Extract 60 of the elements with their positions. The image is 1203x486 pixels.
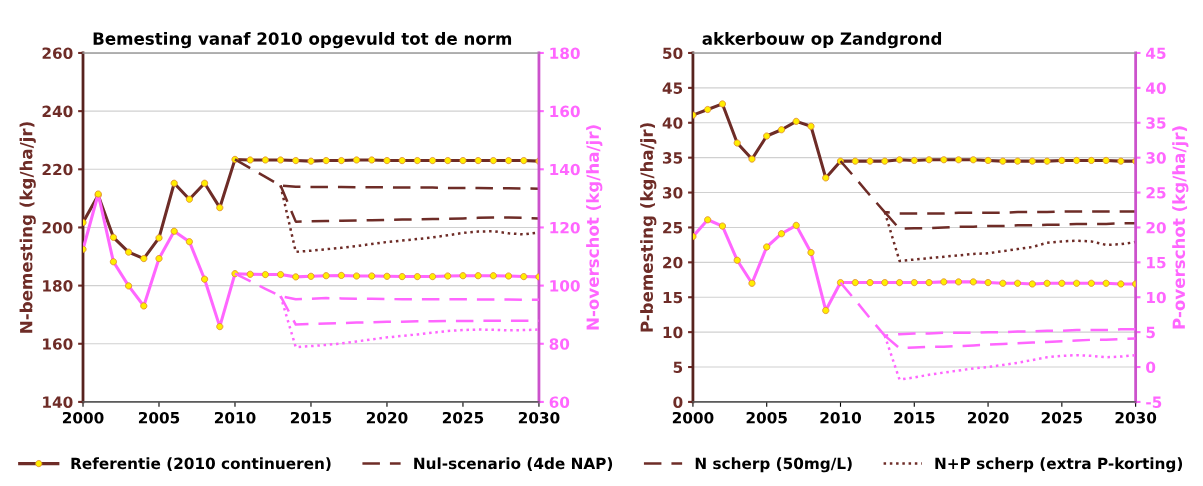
y-tick-label: 35 bbox=[662, 152, 683, 164]
y2-tick-label: 40 bbox=[1146, 82, 1166, 94]
y-tick-label: 10 bbox=[663, 326, 683, 339]
x-tick-label: 2005 bbox=[746, 411, 787, 424]
y2-tick-label: 5 bbox=[1146, 326, 1155, 339]
y-tick-label: 0 bbox=[673, 396, 683, 408]
y2-tick-label: 25 bbox=[1146, 187, 1166, 199]
y2-tick-label: 160 bbox=[550, 105, 580, 118]
x-tick-label: 2010 bbox=[820, 411, 862, 424]
y-axis-title: P-bemesting (kg/ha/jr) bbox=[640, 123, 657, 332]
y-tick-label: 45 bbox=[662, 82, 683, 94]
x-tick-label: 2000 bbox=[672, 411, 714, 424]
y2-tick-label: 35 bbox=[1146, 117, 1166, 129]
y2-tick-label: 140 bbox=[550, 163, 580, 176]
y2-axis-title: N-overschot (kg/ha/jr) bbox=[586, 125, 603, 330]
y-tick-label: 180 bbox=[43, 280, 73, 292]
y2-tick-label: 180 bbox=[550, 47, 580, 59]
y2-tick-label: 100 bbox=[550, 280, 580, 292]
y-tick-label: 5 bbox=[673, 361, 683, 374]
y2-axis-title: P-overschot (kg/ha/jr) bbox=[1172, 126, 1189, 329]
legend-label: N scherp (50mg/L) bbox=[695, 457, 852, 473]
y2-tick-label: 0 bbox=[1146, 361, 1156, 374]
x-tick-label: 2030 bbox=[518, 411, 560, 424]
y-tick-label: 15 bbox=[663, 291, 683, 304]
x-tick-label: 2010 bbox=[214, 411, 256, 424]
legend-label: N+P scherp (extra P-korting) bbox=[935, 457, 1183, 473]
x-tick-label: 2025 bbox=[1041, 411, 1083, 424]
x-tick-label: 2005 bbox=[138, 411, 180, 424]
x-tick-label: 2000 bbox=[62, 411, 104, 424]
y2-tick-label: 45 bbox=[1146, 47, 1166, 59]
y-tick-label: 240 bbox=[42, 105, 73, 118]
y-tick-label: 30 bbox=[662, 187, 683, 199]
y2-tick-label: -5 bbox=[1146, 396, 1162, 408]
y2-tick-label: 20 bbox=[1146, 221, 1166, 234]
x-tick-label: 2015 bbox=[290, 411, 332, 424]
y-tick-label: 220 bbox=[42, 163, 73, 176]
y-tick-label: 160 bbox=[43, 338, 73, 350]
y2-tick-label: 10 bbox=[1147, 291, 1166, 304]
x-tick-label: 2015 bbox=[894, 411, 935, 424]
y-tick-label: 260 bbox=[42, 47, 73, 59]
x-tick-label: 2025 bbox=[442, 411, 484, 424]
y2-tick-label: 80 bbox=[549, 338, 570, 350]
chart-title: Bemesting vanaf 2010 opgevuld tot de norm bbox=[93, 31, 512, 49]
y2-tick-label: 120 bbox=[550, 221, 580, 234]
legend-label: Nul-scenario (4de NAP) bbox=[414, 457, 613, 471]
y-tick-label: 20 bbox=[663, 256, 683, 269]
y-tick-label: 200 bbox=[42, 221, 73, 234]
y-axis-title: N-bemesting (kg/ha/jr) bbox=[19, 122, 36, 333]
x-tick-label: 2020 bbox=[366, 411, 408, 424]
y2-tick-label: 15 bbox=[1147, 257, 1166, 269]
y2-tick-label: 30 bbox=[1146, 152, 1166, 164]
y-tick-label: 40 bbox=[662, 117, 683, 129]
x-tick-label: 2030 bbox=[1115, 411, 1157, 424]
chart-title: akkerbouw op Zandgrond bbox=[702, 31, 942, 49]
x-tick-label: 2020 bbox=[968, 411, 1009, 424]
y2-tick-label: 60 bbox=[549, 396, 570, 408]
y-tick-label: 25 bbox=[663, 221, 683, 234]
y-tick-label: 140 bbox=[43, 396, 73, 408]
y-tick-label: 50 bbox=[663, 47, 683, 59]
legend-label: Referentie (2010 continueren) bbox=[71, 457, 331, 471]
